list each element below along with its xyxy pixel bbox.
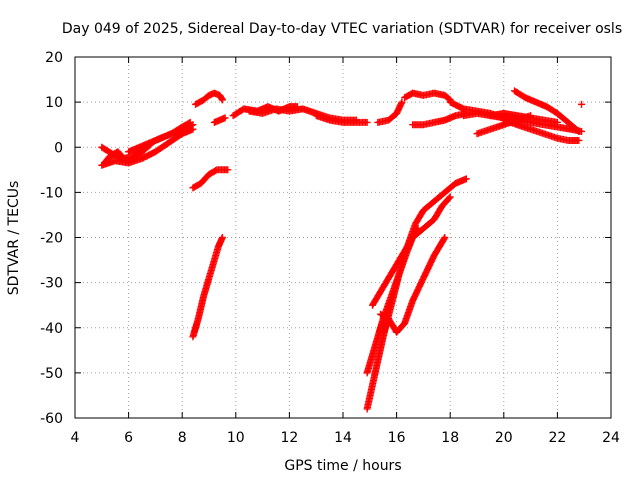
y-tick-labels: -60 -50 -40 -30 -20 -10 0 10 20 (40, 50, 63, 427)
y-tick-label: -50 (40, 366, 63, 382)
series-arc-outlier-23 (578, 100, 586, 108)
data-point (363, 118, 371, 126)
y-tick-label: -60 (40, 411, 63, 427)
x-tick-label: 12 (280, 430, 298, 446)
data-point (221, 114, 229, 122)
data-point (575, 127, 583, 135)
y-tick-label: 10 (45, 95, 63, 111)
data-point (218, 96, 226, 104)
series-arc-20-23-mid (486, 109, 561, 126)
y-tick-label: 0 (54, 140, 63, 156)
series-arc-descending-8-9 (189, 166, 232, 192)
x-tick-label: 4 (71, 430, 80, 446)
y-tick-label: -20 (40, 231, 63, 247)
data-point (224, 166, 232, 174)
series-arc-9-10 (210, 114, 229, 126)
series-arc-16-18-low (409, 109, 470, 129)
data-point (218, 234, 226, 241)
series-arc-20-23-high (511, 87, 583, 135)
x-tick-label: 16 (388, 430, 406, 446)
data-point (575, 136, 583, 144)
y-tick-label: -10 (40, 185, 63, 201)
series-arc-16-18-high (401, 89, 454, 104)
data-point (578, 100, 586, 108)
x-tick-label: 20 (495, 430, 513, 446)
x-axis-label: GPS time / hours (284, 458, 401, 474)
x-tick-label: 6 (124, 430, 133, 446)
data-point (445, 95, 453, 103)
series-arc-15-18-shallow (368, 193, 454, 309)
x-tick-label: 14 (334, 430, 352, 446)
x-tick-label: 24 (602, 430, 620, 446)
y-tick-label: -40 (40, 321, 63, 337)
series-arc-15-18-loop (377, 234, 449, 336)
series-arc-15-16 (374, 98, 406, 126)
series-arc-steep-8-9 (189, 234, 226, 341)
y-tick-label: 20 (45, 50, 63, 66)
y-axis-label: SDTVAR / TECUs (6, 181, 22, 296)
series-arc-8-9-hump (192, 89, 226, 108)
x-tick-label: 8 (178, 430, 187, 446)
data-point (446, 193, 454, 201)
data-point (440, 235, 448, 243)
data-point (445, 194, 453, 202)
data-point (185, 119, 193, 127)
x-tick-label: 10 (227, 430, 245, 446)
chart-title: Day 049 of 2025, Sidereal Day-to-day VTE… (62, 21, 622, 37)
series-arc-13-15 (312, 112, 371, 126)
data-point (186, 118, 194, 126)
y-tick-label: -30 (40, 276, 63, 292)
grid-lines (75, 57, 611, 418)
axis-ticks (74, 56, 612, 419)
data-point (553, 118, 561, 126)
series-arc-cluster-b (125, 118, 194, 156)
series-arc-20-23-low (500, 116, 583, 144)
data-point (189, 125, 197, 133)
x-tick-label: 18 (441, 430, 459, 446)
data-point (574, 126, 582, 134)
data-point (462, 175, 470, 183)
x-tick-labels: 4 6 8 10 12 14 16 18 20 22 24 (71, 430, 620, 446)
data-points (98, 87, 586, 413)
data-point (398, 98, 406, 106)
data-point (441, 234, 449, 241)
x-tick-label: 22 (548, 430, 566, 446)
